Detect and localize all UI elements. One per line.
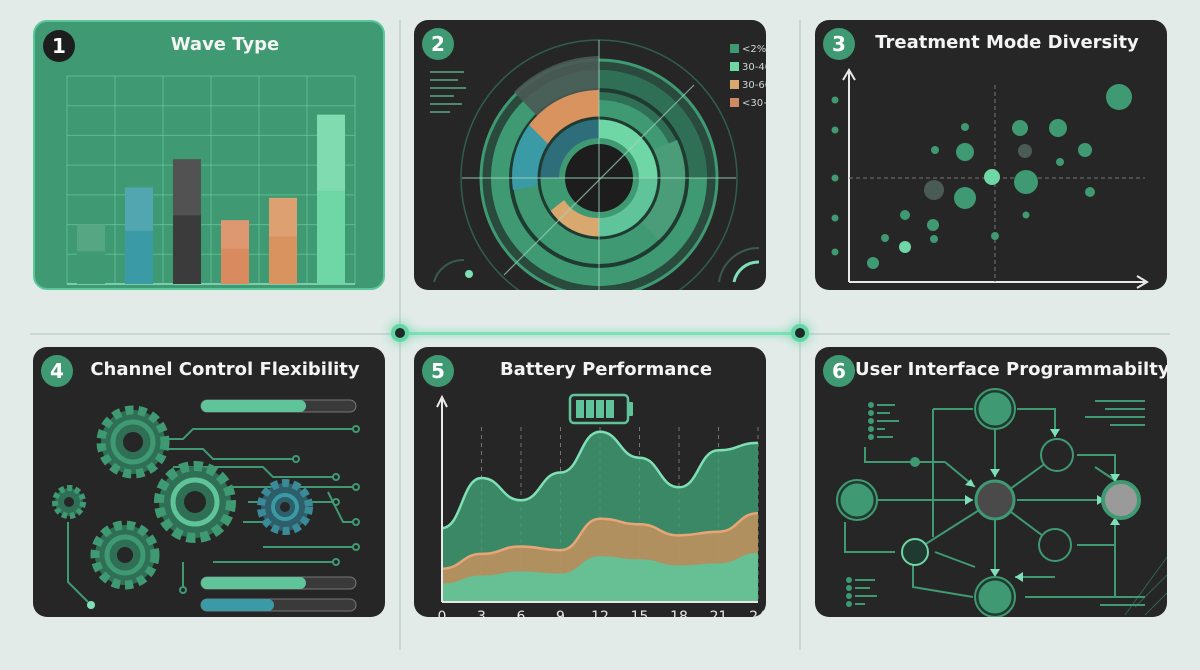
panel-title: Channel Control Flexibility [90, 359, 360, 380]
battery-chart: 0 3 6 9 12 15 18 21 24 [436, 393, 766, 617]
x-tick-label: 18 [670, 609, 688, 617]
wave-type-panel: 1 Wave Type AWaveIIIIIVWaveFI [33, 20, 385, 290]
panel-number: 6 [823, 355, 855, 387]
panel-number: 5 [422, 355, 454, 387]
series-line [441, 430, 759, 530]
panel-number: 2 [422, 28, 454, 60]
legend-text-lines [430, 71, 466, 113]
legend-label: <30+ [742, 98, 766, 109]
ui-programmability-panel: 6 User Interface Programmabilty [815, 347, 1167, 617]
legend: <2% 30-40 30-60 <30+ [730, 44, 766, 109]
legend-label: 30-60 [742, 80, 766, 91]
bar-highlight [269, 197, 297, 237]
series-line [441, 511, 759, 570]
area-base [442, 553, 758, 602]
treatment-mode-panel: 3 Treatment Mode Diversity [815, 20, 1167, 290]
panel-number: 4 [41, 355, 73, 387]
bar [125, 187, 153, 284]
x-tick-label: 21 [710, 609, 728, 617]
x-tick-label: 24 [749, 609, 766, 617]
wave-type-chart: AWaveIIIIIVWaveFI [66, 75, 356, 285]
panel-title: Wave Type [170, 34, 280, 55]
x-tick-label: 0 [438, 609, 447, 617]
channel-control-panel: 4 Channel Control Flexibility [33, 347, 385, 617]
radial-chart: <2% 30-40 30-60 <30+ [430, 39, 766, 290]
x-tick-label: 9 [556, 609, 565, 617]
panel-title: Treatment Mode Diversity [875, 32, 1139, 53]
panel-title: User Interface Programmabilty [855, 359, 1167, 380]
scatter-plot [831, 68, 1149, 289]
x-tick-label: 3 [477, 609, 486, 617]
bar [269, 197, 297, 284]
gears-illustration [52, 399, 360, 612]
bar [221, 220, 249, 284]
panel-number: 3 [823, 28, 855, 60]
bar [173, 159, 201, 284]
bar [77, 224, 105, 284]
battery-icon [568, 393, 633, 425]
bar-highlight [317, 114, 345, 191]
connector-line [400, 332, 800, 335]
connector-node-left [391, 324, 409, 342]
x-tick-label: 12 [591, 609, 609, 617]
connector-node-right [791, 324, 809, 342]
panel-title: Battery Performance [499, 359, 713, 380]
x-tick-label: 15 [631, 609, 649, 617]
bar-highlight [221, 220, 249, 249]
radial-chart-panel: 2 <2% 30-40 30-60 [414, 20, 766, 290]
legend-label: 30-40 [742, 62, 766, 73]
bar-highlight [125, 187, 153, 231]
battery-performance-panel: 5 Battery Performance 0 3 6 9 12 15 18 21 24 [414, 347, 766, 617]
node-network-diagram [836, 388, 1167, 617]
y-axis-arrow [436, 394, 448, 408]
bar-highlight [173, 159, 201, 216]
x-tick-label: 6 [517, 609, 526, 617]
panel-number: 1 [43, 30, 75, 62]
bar [317, 114, 345, 284]
bar-highlight [77, 224, 105, 252]
legend-label: <2% [742, 44, 766, 55]
